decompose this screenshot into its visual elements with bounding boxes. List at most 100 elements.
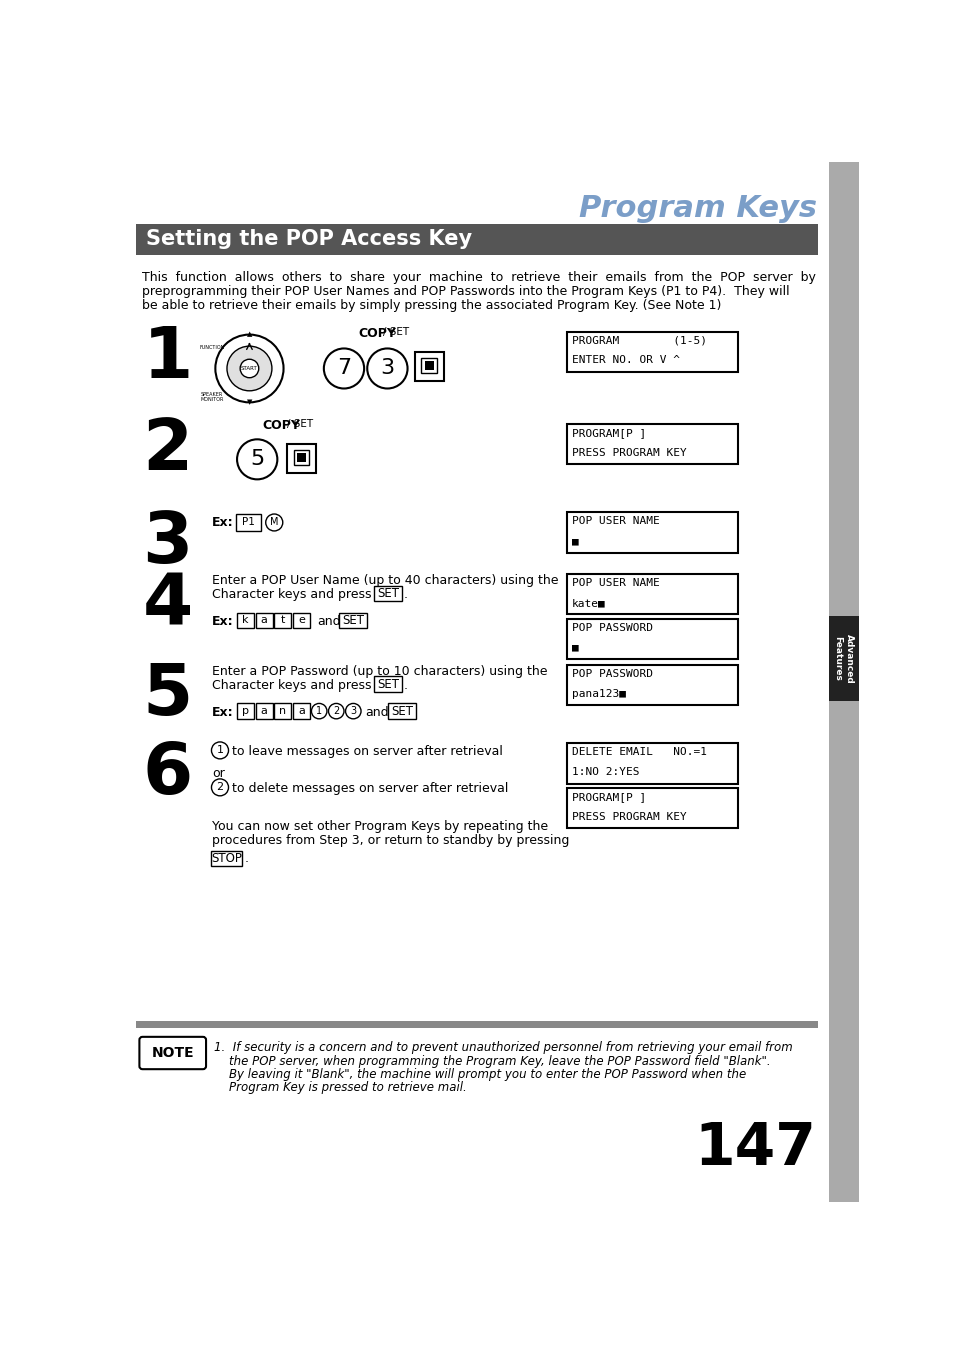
Text: PRESS PROGRAM KEY: PRESS PROGRAM KEY bbox=[571, 812, 686, 821]
Circle shape bbox=[323, 349, 364, 389]
FancyBboxPatch shape bbox=[828, 162, 858, 1202]
Text: 7: 7 bbox=[336, 358, 351, 378]
Ellipse shape bbox=[227, 346, 272, 390]
FancyBboxPatch shape bbox=[567, 574, 737, 615]
FancyBboxPatch shape bbox=[567, 665, 737, 705]
Text: pana123■: pana123■ bbox=[571, 689, 625, 698]
Text: SET: SET bbox=[342, 613, 364, 627]
Text: DELETE EMAIL   NO.=1: DELETE EMAIL NO.=1 bbox=[571, 747, 706, 758]
Text: / SET: / SET bbox=[382, 327, 409, 336]
Text: .: . bbox=[245, 852, 249, 865]
Text: ENTER NO. OR V ^: ENTER NO. OR V ^ bbox=[571, 355, 679, 365]
FancyBboxPatch shape bbox=[136, 224, 818, 254]
Circle shape bbox=[212, 780, 229, 796]
Text: POP USER NAME: POP USER NAME bbox=[571, 578, 659, 588]
FancyBboxPatch shape bbox=[567, 512, 737, 553]
Text: 1.  If security is a concern and to prevent unauthorized personnel from retrievi: 1. If security is a concern and to preve… bbox=[213, 1042, 792, 1055]
Text: p: p bbox=[242, 707, 249, 716]
Text: a: a bbox=[260, 615, 268, 626]
FancyBboxPatch shape bbox=[212, 851, 242, 866]
FancyBboxPatch shape bbox=[236, 612, 253, 628]
FancyBboxPatch shape bbox=[236, 704, 253, 719]
FancyBboxPatch shape bbox=[255, 704, 273, 719]
FancyBboxPatch shape bbox=[255, 612, 273, 628]
Circle shape bbox=[328, 704, 344, 719]
Text: to leave messages on server after retrieval: to leave messages on server after retrie… bbox=[233, 744, 503, 758]
Text: Character keys and press: Character keys and press bbox=[212, 678, 372, 692]
Text: 2: 2 bbox=[216, 782, 223, 792]
Text: to delete messages on server after retrieval: to delete messages on server after retri… bbox=[233, 782, 508, 794]
Text: k: k bbox=[242, 615, 249, 626]
FancyBboxPatch shape bbox=[274, 612, 291, 628]
FancyBboxPatch shape bbox=[388, 704, 416, 719]
Text: / SET: / SET bbox=[287, 419, 314, 430]
Text: SPEAKER
MONITOR: SPEAKER MONITOR bbox=[200, 392, 224, 403]
Text: or: or bbox=[212, 767, 225, 781]
FancyBboxPatch shape bbox=[286, 444, 315, 473]
FancyBboxPatch shape bbox=[567, 788, 737, 828]
Text: FUNCTION: FUNCTION bbox=[199, 346, 225, 350]
Circle shape bbox=[367, 349, 407, 389]
Text: Advanced
Features: Advanced Features bbox=[832, 634, 853, 684]
Text: PROGRAM[P ]: PROGRAM[P ] bbox=[571, 792, 645, 802]
Text: START: START bbox=[241, 366, 257, 372]
FancyBboxPatch shape bbox=[567, 743, 737, 784]
Text: ▼: ▼ bbox=[247, 400, 252, 405]
Text: 4: 4 bbox=[142, 570, 193, 639]
Circle shape bbox=[212, 742, 229, 759]
FancyBboxPatch shape bbox=[374, 585, 402, 601]
FancyBboxPatch shape bbox=[415, 351, 443, 381]
Text: PROGRAM        (1-5): PROGRAM (1-5) bbox=[571, 335, 706, 346]
Text: STOP: STOP bbox=[212, 851, 242, 865]
Text: 5: 5 bbox=[250, 450, 264, 469]
Text: 2: 2 bbox=[142, 416, 193, 485]
Text: SET: SET bbox=[376, 678, 398, 690]
FancyBboxPatch shape bbox=[236, 513, 261, 531]
FancyBboxPatch shape bbox=[294, 450, 309, 466]
FancyBboxPatch shape bbox=[424, 361, 434, 370]
Text: ▲: ▲ bbox=[247, 331, 252, 338]
Text: NOTE: NOTE bbox=[152, 1046, 193, 1061]
Text: 1: 1 bbox=[315, 707, 322, 716]
Circle shape bbox=[236, 439, 277, 480]
Text: PRESS PROGRAM KEY: PRESS PROGRAM KEY bbox=[571, 447, 686, 458]
Circle shape bbox=[311, 704, 327, 719]
Text: Ex:: Ex: bbox=[212, 705, 233, 719]
Text: the POP server, when programming the Program Key, leave the POP Password field ": the POP server, when programming the Pro… bbox=[213, 1055, 770, 1067]
Text: 3: 3 bbox=[380, 358, 394, 378]
Text: 1: 1 bbox=[142, 324, 193, 393]
Text: kate■: kate■ bbox=[571, 598, 605, 608]
Text: procedures from Step 3, or return to standby by pressing: procedures from Step 3, or return to sta… bbox=[212, 835, 569, 847]
Text: e: e bbox=[297, 615, 305, 626]
Text: P1: P1 bbox=[242, 517, 254, 527]
FancyBboxPatch shape bbox=[274, 704, 291, 719]
Ellipse shape bbox=[215, 335, 283, 403]
Text: This  function  allows  others  to  share  your  machine  to  retrieve  their  e: This function allows others to share you… bbox=[142, 272, 816, 285]
Circle shape bbox=[266, 513, 282, 531]
Circle shape bbox=[345, 704, 360, 719]
Text: Enter a POP User Name (up to 40 characters) using the: Enter a POP User Name (up to 40 characte… bbox=[212, 574, 558, 588]
Text: ■: ■ bbox=[571, 536, 578, 546]
FancyBboxPatch shape bbox=[567, 619, 737, 659]
Text: PROGRAM[P ]: PROGRAM[P ] bbox=[571, 428, 645, 438]
Text: POP PASSWORD: POP PASSWORD bbox=[571, 623, 652, 632]
Text: be able to retrieve their emails by simply pressing the associated Program Key. : be able to retrieve their emails by simp… bbox=[142, 299, 721, 312]
Text: 1: 1 bbox=[216, 746, 223, 755]
Text: 2: 2 bbox=[333, 707, 339, 716]
FancyBboxPatch shape bbox=[567, 424, 737, 463]
FancyBboxPatch shape bbox=[293, 612, 310, 628]
Text: You can now set other Program Keys by repeating the: You can now set other Program Keys by re… bbox=[212, 820, 548, 834]
Text: and: and bbox=[316, 615, 340, 628]
Text: POP USER NAME: POP USER NAME bbox=[571, 516, 659, 527]
Text: Character keys and press: Character keys and press bbox=[212, 588, 372, 601]
FancyBboxPatch shape bbox=[374, 677, 402, 692]
FancyBboxPatch shape bbox=[136, 1020, 818, 1028]
Text: Enter a POP Password (up to 10 characters) using the: Enter a POP Password (up to 10 character… bbox=[212, 665, 547, 678]
Text: Ex:: Ex: bbox=[212, 516, 233, 530]
Text: preprogramming their POP User Names and POP Passwords into the Program Keys (P1 : preprogramming their POP User Names and … bbox=[142, 285, 789, 299]
FancyBboxPatch shape bbox=[567, 331, 737, 372]
Text: COPY: COPY bbox=[262, 419, 300, 432]
FancyBboxPatch shape bbox=[293, 704, 310, 719]
Text: COPY: COPY bbox=[357, 327, 395, 340]
Circle shape bbox=[240, 359, 258, 378]
